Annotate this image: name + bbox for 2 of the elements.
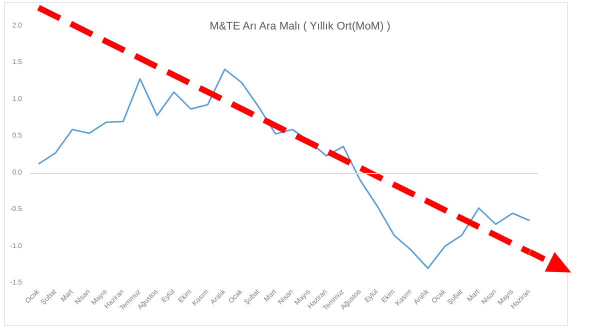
line-series xyxy=(38,68,530,270)
text: M&TE Arı Ara Malı ( Yıllık Ort(MoM) ) xyxy=(210,20,390,32)
